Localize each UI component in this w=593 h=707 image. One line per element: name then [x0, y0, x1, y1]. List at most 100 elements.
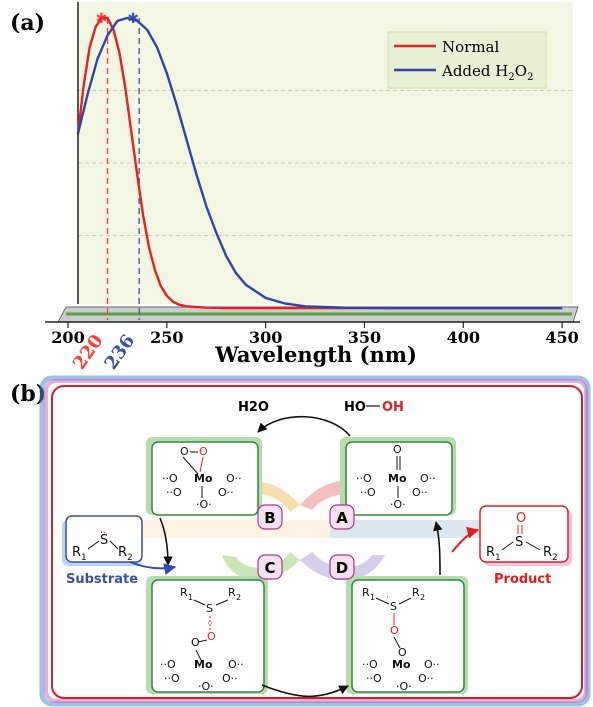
svg-text:B: B: [264, 509, 275, 527]
svg-text:O··: O··: [226, 472, 242, 485]
step-badge-d: D: [329, 554, 355, 580]
arrow-c-to-d: [261, 684, 349, 698]
chart-a: 200 250 300 350 400 450 ✱220✱236 Normal Added…: [45, 2, 580, 374]
svg-text:S: S: [390, 600, 397, 613]
complex-box-top-right: O ··O Mo O·· ··O O·· ·O·: [340, 437, 456, 516]
svg-text:R: R: [362, 586, 370, 599]
svg-text:O··: O··: [218, 486, 234, 499]
svg-text:C: C: [264, 559, 275, 577]
svg-text:O··: O··: [412, 486, 428, 499]
svg-text:·O·: ·O·: [390, 498, 406, 511]
peak-label-236: 236: [100, 331, 139, 374]
svg-text:Mo: Mo: [392, 658, 411, 671]
arrow-d-to-a: [433, 521, 443, 576]
substrate-label: Substrate: [66, 572, 138, 587]
svg-text:O··: O··: [420, 472, 436, 485]
svg-text:R: R: [543, 545, 552, 560]
svg-text:··O: ··O: [362, 658, 378, 671]
step-badge-b: B: [257, 504, 283, 530]
svg-text:··O: ··O: [162, 472, 178, 485]
svg-text:O: O: [393, 443, 402, 456]
svg-text:O: O: [516, 511, 526, 526]
svg-text:O··: O··: [228, 658, 244, 671]
svg-text:·O·: ·O·: [396, 680, 412, 693]
svg-text:O: O: [398, 646, 407, 659]
svg-text:S: S: [100, 533, 108, 548]
svg-text:1: 1: [495, 553, 501, 563]
x-tick-label-300: 300: [249, 328, 282, 347]
svg-text:R: R: [180, 586, 188, 599]
svg-text:··O: ··O: [166, 486, 182, 499]
svg-text:O: O: [191, 636, 200, 649]
legend-box: [387, 31, 547, 89]
arrow-top: [257, 415, 351, 437]
complex-box-bottom-left: R1 R2 S ·· O O ··O Mo O·· ··O O·· ·O·: [146, 576, 268, 694]
svg-text:O··: O··: [222, 672, 238, 685]
svg-text:D: D: [336, 559, 348, 577]
svg-text:R: R: [228, 586, 236, 599]
svg-text:1: 1: [81, 553, 87, 563]
step-badge-a: A: [329, 504, 355, 530]
svg-text:R: R: [118, 545, 127, 560]
series-line-0: [76, 16, 563, 310]
svg-text:HO: HO: [344, 400, 366, 415]
svg-text:·O·: ·O·: [198, 680, 214, 693]
svg-text:··O: ··O: [160, 658, 176, 671]
series-layer: [76, 16, 563, 310]
svg-text:2: 2: [420, 593, 425, 602]
svg-text:O: O: [390, 624, 399, 637]
svg-text:·O·: ·O·: [196, 498, 212, 511]
svg-text:O: O: [207, 630, 216, 643]
svg-text:S: S: [206, 602, 213, 615]
svg-text:OH: OH: [382, 400, 404, 415]
x-ticks: 200 250 300 350 400 450: [51, 322, 579, 347]
svg-text:·: ·: [386, 593, 389, 603]
svg-text:O: O: [180, 445, 189, 458]
svg-text:2: 2: [552, 553, 558, 563]
arrow-b-to-c: [159, 517, 173, 566]
svg-text:··O: ··O: [164, 672, 180, 685]
svg-text:A: A: [336, 509, 348, 527]
svg-text:O··: O··: [418, 672, 434, 685]
outer-frame-pink: [44, 379, 588, 703]
svg-text:··: ··: [100, 528, 106, 539]
series-line-1: [76, 16, 563, 310]
svg-text:··O: ··O: [360, 486, 376, 499]
x-tick-label-400: 400: [447, 328, 480, 347]
x-tick-label-450: 450: [545, 328, 578, 347]
peroxide-reagent: HO OH: [344, 400, 404, 415]
x-axis-label: Wavelength (nm): [214, 342, 417, 367]
svg-text:Mo: Mo: [194, 658, 213, 671]
arrow-product-out: [451, 526, 480, 553]
svg-text:··O: ··O: [356, 472, 372, 485]
complex-box-top-left: O O ··O Mo O·· ··O O·· ·O·: [146, 437, 262, 516]
outer-frame-blue: [39, 375, 591, 707]
svg-text:1: 1: [188, 593, 193, 602]
gridlines: [78, 90, 573, 236]
svg-text:S: S: [515, 535, 523, 550]
x-tick-label-200: 200: [51, 328, 84, 347]
panel-a-label: (a): [10, 10, 45, 36]
legend-label-normal: Normal: [442, 38, 499, 56]
svg-text:R: R: [486, 545, 495, 560]
svg-text:R: R: [72, 545, 81, 560]
arrow-substrate-in: [129, 561, 177, 575]
legend-label-h2o2: Added H2O2: [441, 62, 533, 83]
x-tick-label-350: 350: [348, 328, 381, 347]
svg-text:R: R: [412, 586, 420, 599]
svg-text:Mo: Mo: [388, 472, 407, 485]
svg-text:2: 2: [236, 593, 241, 602]
svg-text:1: 1: [370, 593, 375, 602]
legend: Normal Added H2O2: [387, 31, 547, 89]
water-product: H2O: [238, 400, 269, 415]
svg-text:O: O: [199, 445, 208, 458]
svg-text:Mo: Mo: [194, 472, 213, 485]
svg-text:2: 2: [127, 553, 133, 563]
svg-text:··O: ··O: [366, 672, 382, 685]
svg-text:O··: O··: [424, 658, 440, 671]
step-badge-c: C: [257, 554, 283, 580]
